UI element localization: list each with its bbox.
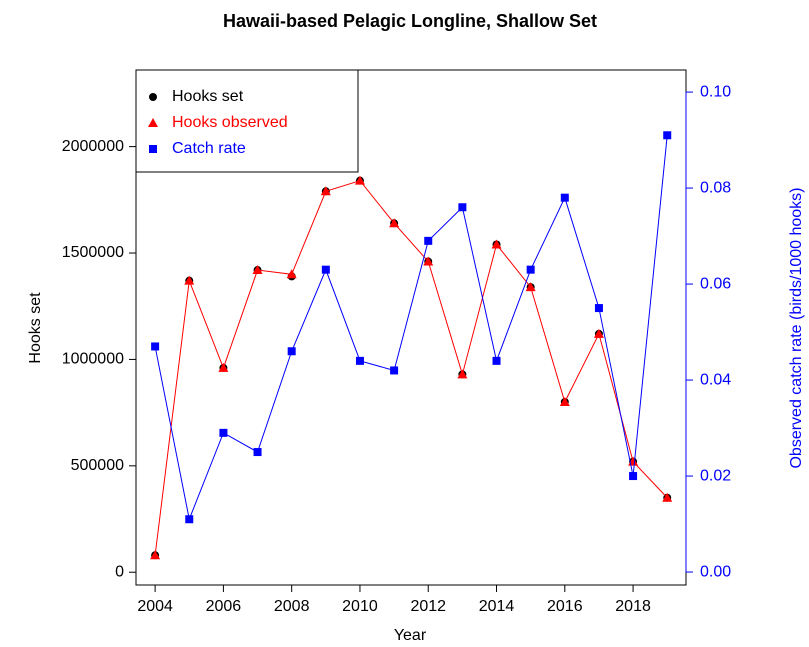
data-point	[593, 328, 604, 338]
y-tick-label: 1500000	[62, 244, 124, 261]
data-point	[354, 175, 365, 185]
x-tick-label: 2016	[547, 598, 583, 615]
y-axis-label: Hooks set	[27, 292, 44, 364]
y2-tick-label: 0.08	[700, 179, 731, 196]
data-point	[320, 186, 331, 196]
data-point	[184, 275, 195, 285]
data-point	[389, 218, 400, 228]
y2-axis-label: Observed catch rate (birds/1000 hooks)	[788, 187, 805, 468]
data-point	[219, 428, 228, 437]
data-point	[525, 282, 536, 292]
data-point	[253, 448, 262, 457]
data-point	[390, 366, 399, 375]
data-point	[151, 342, 160, 351]
y-tick-label: 1000000	[62, 351, 124, 368]
x-tick-label: 2018	[615, 598, 651, 615]
series-line	[154, 180, 668, 556]
x-tick-label: 2014	[479, 598, 515, 615]
data-point	[252, 265, 263, 275]
x-tick-label: 2006	[206, 598, 242, 615]
data-point	[458, 203, 467, 212]
y2-tick-label: 0.04	[700, 371, 731, 388]
data-point	[559, 396, 570, 406]
data-point	[287, 347, 296, 356]
data-point	[560, 193, 569, 202]
x-tick-label: 2012	[410, 598, 446, 615]
data-point	[662, 492, 673, 502]
legend-label: Hooks set	[172, 88, 244, 105]
legend-marker	[149, 145, 157, 153]
x-tick-label: 2004	[137, 598, 173, 615]
legend-marker	[148, 118, 158, 127]
data-point	[594, 304, 603, 313]
y-tick-label: 0	[115, 563, 124, 580]
data-point	[355, 356, 364, 365]
data-point	[457, 369, 468, 379]
data-point	[629, 472, 638, 481]
x-tick-label: 2010	[342, 598, 378, 615]
data-point	[424, 236, 433, 245]
legend-box	[135, 69, 359, 173]
data-point	[423, 256, 434, 266]
data-point	[526, 265, 535, 274]
data-point	[286, 269, 297, 279]
chart-title: Hawaii-based Pelagic Longline, Shallow S…	[223, 11, 597, 31]
data-point	[491, 239, 502, 249]
data-point	[492, 356, 501, 365]
x-axis-label: Year	[394, 627, 427, 644]
series-line	[154, 135, 668, 522]
y2-tick-label: 0.02	[700, 467, 731, 484]
y2-tick-label: 0.10	[700, 83, 731, 100]
y2-tick-label: 0.06	[700, 275, 731, 292]
data-point	[185, 515, 194, 524]
x-tick-label: 2008	[274, 598, 310, 615]
legend-marker	[149, 93, 157, 101]
legend-label: Hooks observed	[172, 114, 288, 131]
legend-label: Catch rate	[172, 140, 246, 157]
y-tick-label: 2000000	[62, 138, 124, 155]
data-point	[663, 131, 672, 140]
y2-tick-label: 0.00	[700, 563, 731, 580]
data-point	[150, 550, 161, 560]
data-point	[218, 362, 229, 372]
y-tick-label: 500000	[71, 457, 124, 474]
data-point	[321, 265, 330, 274]
